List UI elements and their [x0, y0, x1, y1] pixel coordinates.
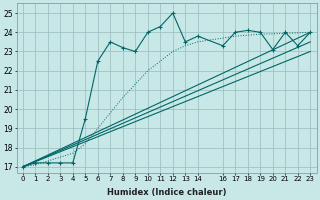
X-axis label: Humidex (Indice chaleur): Humidex (Indice chaleur): [107, 188, 226, 197]
